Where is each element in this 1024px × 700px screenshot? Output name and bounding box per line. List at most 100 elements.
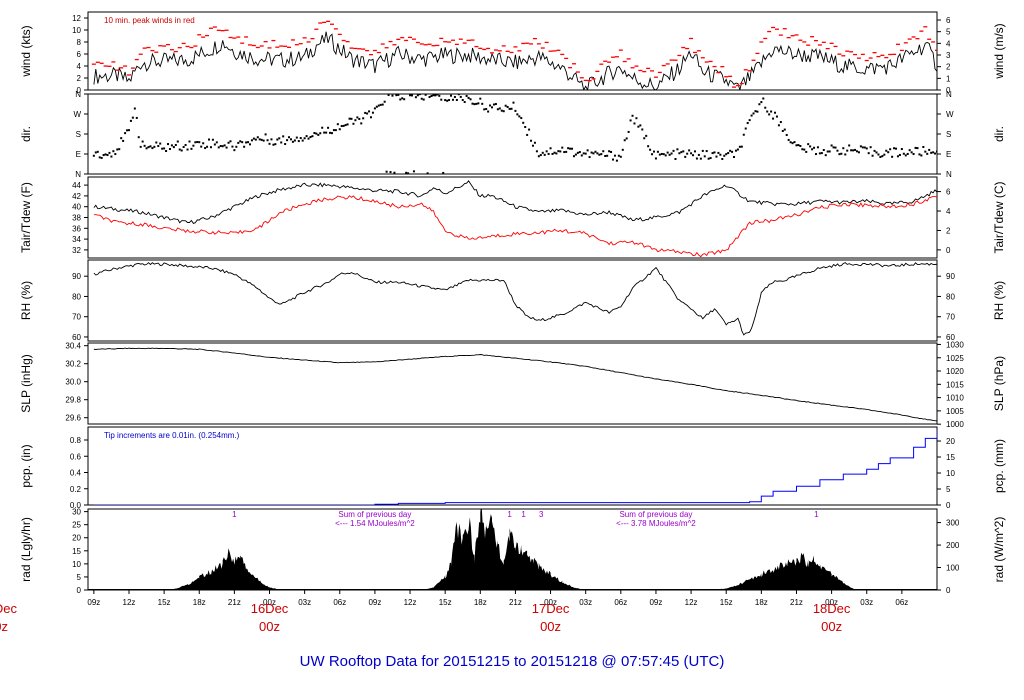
data-point: [462, 42, 467, 44]
panel-rh: 60 70 80 90 60 70 80 90 RH (%) RH (%): [19, 259, 1006, 342]
data-point: [799, 145, 802, 148]
data-point: [559, 150, 562, 153]
data-point: [350, 117, 353, 120]
day-label: 18Dec: [813, 601, 851, 616]
data-point: [122, 139, 125, 142]
data-point: [709, 157, 712, 160]
data-point: [147, 146, 150, 149]
data-point: [838, 153, 841, 156]
data-point: [869, 146, 872, 149]
data-point: [537, 155, 540, 158]
data-point: [879, 155, 882, 158]
data-point: [455, 98, 458, 101]
data-point: [720, 66, 725, 68]
data-point: [504, 104, 507, 107]
left-tick-label: 32: [72, 246, 81, 255]
data-point: [142, 47, 147, 49]
data-point: [272, 143, 275, 146]
data-point: [873, 149, 876, 152]
data-point: [255, 46, 260, 49]
data-point: [133, 107, 136, 110]
right-tick-label: 0: [946, 586, 951, 595]
data-point: [415, 41, 420, 44]
data-point: [681, 46, 686, 49]
panel-frame: [87, 176, 938, 259]
data-point: [258, 138, 261, 141]
data-point: [805, 150, 808, 153]
data-point: [371, 111, 374, 114]
left-tick-label: 15: [72, 547, 81, 556]
data-point: [375, 105, 378, 108]
left-tick-label: 0.4: [70, 469, 82, 478]
data-point: [496, 108, 499, 111]
data-point: [474, 45, 479, 48]
data-point: [354, 119, 357, 122]
data-point: [205, 34, 210, 37]
panel-annotation: 10 min. peak winds in red: [104, 16, 195, 25]
data-point: [665, 63, 670, 65]
data-point: [857, 151, 860, 154]
data-point: [680, 151, 683, 154]
data-point: [919, 30, 924, 32]
data-point: [518, 115, 521, 118]
data-point: [349, 47, 354, 49]
data-point: [555, 152, 558, 155]
data-point: [318, 22, 323, 24]
left-tick-label: 0: [77, 86, 82, 95]
data-point: [743, 69, 748, 71]
data-point: [868, 57, 873, 59]
right-tick-label: 200: [946, 541, 960, 550]
data-point: [580, 154, 583, 157]
data-point: [426, 172, 429, 174]
panel-data: [91, 20, 937, 90]
data-point: [587, 79, 592, 82]
data-point: [844, 153, 847, 156]
left-tick-label: N: [75, 170, 81, 179]
data-point: [591, 78, 596, 80]
data-point: [635, 117, 638, 120]
left-tick-label: 20: [72, 534, 81, 543]
data-point: [927, 38, 932, 40]
data-point: [131, 116, 134, 119]
data-point: [645, 134, 648, 137]
data-point: [172, 146, 175, 149]
data-point: [834, 146, 837, 149]
data-point: [224, 29, 229, 31]
right-tick-label: S: [946, 130, 951, 139]
data-point: [220, 30, 225, 32]
data-point: [807, 143, 810, 146]
data-point: [514, 109, 517, 112]
data-point: [653, 150, 655, 153]
data-point: [612, 158, 615, 161]
left-tick-label: N: [75, 90, 81, 99]
data-point: [782, 28, 787, 30]
right-tick-label: 3: [946, 51, 951, 60]
data-point: [306, 41, 311, 43]
time-tick-label: 06z: [614, 598, 627, 607]
panel-frame: [87, 342, 938, 425]
data-point: [193, 45, 198, 47]
right-tick-label: W: [946, 110, 954, 119]
left-tick-label: 80: [72, 292, 81, 301]
right-tick-label: 1: [946, 74, 951, 83]
data-point: [646, 67, 651, 70]
data-point: [914, 146, 917, 149]
data-point: [190, 147, 193, 150]
data-point: [469, 98, 472, 101]
data-point: [333, 28, 338, 30]
data-point: [329, 23, 334, 25]
panel-annotation: <--- 1.54 MJoules/m^2: [335, 519, 415, 528]
data-point: [569, 147, 572, 150]
data-point: [166, 43, 171, 46]
data-point: [887, 151, 890, 154]
y-axis-label-left: rad (Lgly/hr): [19, 517, 33, 582]
data-point: [689, 37, 694, 40]
data-point: [305, 135, 308, 138]
data-point: [366, 112, 369, 115]
right-tick-label: 5: [946, 28, 951, 37]
data-point: [830, 144, 833, 147]
data-point: [180, 149, 183, 152]
data-point: [841, 55, 846, 57]
data-point: [124, 132, 127, 135]
panel-frame: [87, 259, 938, 342]
